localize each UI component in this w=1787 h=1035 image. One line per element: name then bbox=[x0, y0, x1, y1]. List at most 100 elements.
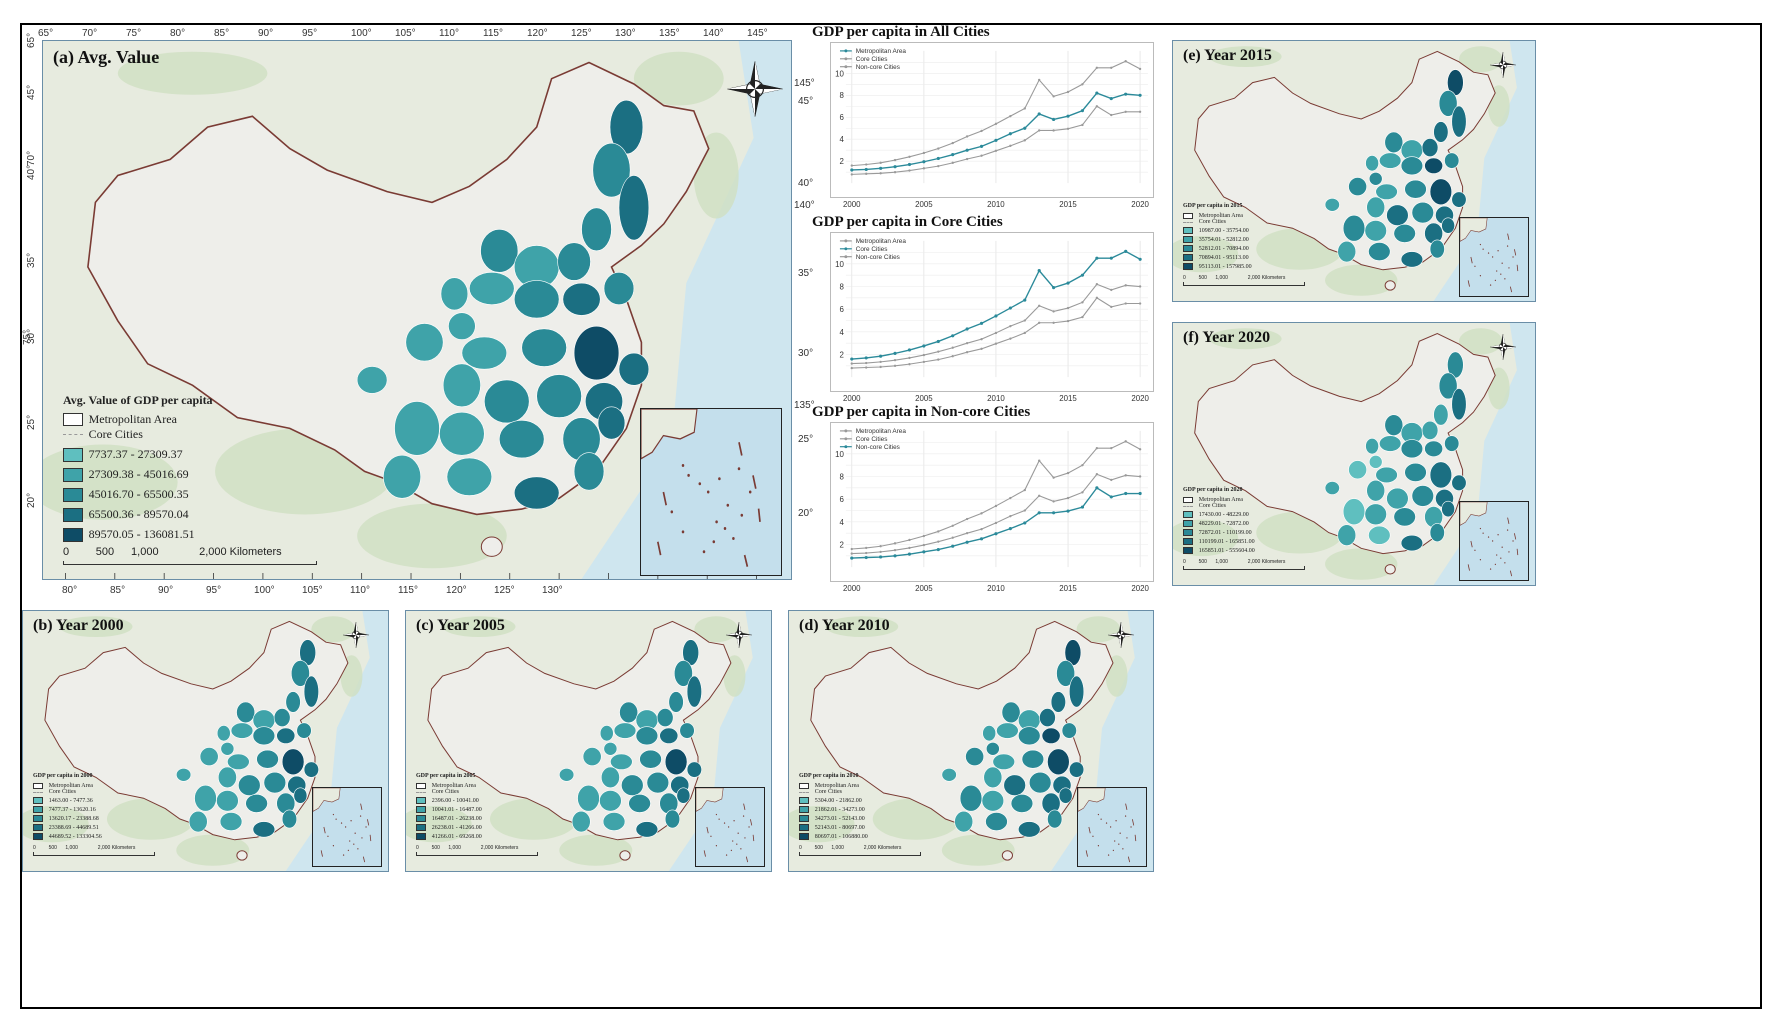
y-tick-label: 6 bbox=[840, 113, 845, 122]
legend: GDP per capita in 2020 Metropolitan Area C… bbox=[1183, 487, 1255, 555]
scale-label: 2,000 Kilometers bbox=[863, 845, 902, 851]
scale-bar-line bbox=[1183, 566, 1305, 570]
inset-island bbox=[728, 826, 730, 828]
data-point bbox=[1124, 491, 1128, 496]
terrain-patch bbox=[1209, 328, 1282, 350]
inset-island bbox=[740, 513, 744, 517]
y-tick-label: 4 bbox=[839, 518, 844, 527]
y-tick-label: 6 bbox=[839, 495, 844, 504]
panel-title: (c) Year 2005 bbox=[416, 617, 505, 634]
chart-title: GDP per capita in Core Cities bbox=[812, 214, 1003, 230]
legend: GDP per capita in 2005 Metropolitan Area C… bbox=[416, 773, 482, 841]
inset-island bbox=[715, 813, 718, 816]
data-point bbox=[1052, 476, 1055, 479]
metropolitan-area bbox=[1400, 439, 1424, 459]
scale-bar: 0 500 1,000 2,000 Kilometers bbox=[416, 845, 538, 856]
panel-title: (b) Year 2000 bbox=[33, 617, 124, 634]
metropolitan-area bbox=[686, 761, 702, 778]
inset-island bbox=[1506, 529, 1509, 531]
data-point bbox=[1124, 302, 1127, 305]
metropolitan-area bbox=[635, 821, 659, 838]
legend-class-label: 23388.69 - 44689.51 bbox=[48, 824, 99, 831]
graticule-label: 75° bbox=[22, 329, 33, 345]
terrain-patch bbox=[59, 616, 133, 637]
metropolitan-area bbox=[1404, 179, 1427, 199]
legend-swatch bbox=[1183, 497, 1193, 504]
data-point bbox=[922, 360, 926, 364]
legend-swatch bbox=[63, 434, 83, 435]
panel-title: (d) Year 2010 bbox=[799, 617, 890, 634]
legend-label: Metropolitan Area bbox=[856, 48, 907, 55]
data-point bbox=[1124, 284, 1127, 287]
inset-island bbox=[737, 832, 739, 834]
legend-swatch bbox=[1183, 263, 1193, 271]
data-point bbox=[1081, 123, 1084, 127]
data-point bbox=[1138, 302, 1142, 305]
scale-label: 500 bbox=[814, 845, 823, 851]
inset-boundary-dash bbox=[1516, 548, 1519, 556]
legend-swatch bbox=[1183, 520, 1193, 528]
legend-class-label: 7737.37 - 27309.37 bbox=[88, 447, 183, 461]
inset-island bbox=[1482, 532, 1484, 534]
x-tick-label: 2020 bbox=[1131, 584, 1149, 593]
metropolitan-area bbox=[446, 457, 493, 496]
metropolitan-area bbox=[461, 336, 508, 370]
metropolitan-area bbox=[679, 722, 695, 739]
inset-island bbox=[335, 818, 337, 820]
scale-label: 0 bbox=[1183, 275, 1186, 281]
legend-class-item: 70894.01 - 95113.00 bbox=[1183, 254, 1252, 262]
hainan-island bbox=[236, 850, 248, 861]
metropolitan-area bbox=[1424, 157, 1443, 174]
metropolitan-area bbox=[469, 272, 515, 305]
data-point bbox=[1038, 129, 1041, 132]
graticule-label: 120° bbox=[527, 28, 548, 39]
data-point bbox=[879, 365, 882, 369]
inset-boundary-dash bbox=[1467, 280, 1470, 287]
metropolitan-area bbox=[245, 793, 268, 813]
metropolitan-area bbox=[619, 701, 639, 724]
metropolitan-area bbox=[199, 747, 219, 767]
data-point bbox=[1138, 491, 1142, 496]
data-point bbox=[1037, 511, 1041, 515]
data-point bbox=[1009, 514, 1012, 518]
metropolitan-area bbox=[635, 726, 659, 746]
terrain-patch bbox=[941, 834, 1015, 866]
graticule-label: 135° bbox=[659, 28, 680, 39]
graticule-label: 145° bbox=[794, 78, 815, 89]
data-point bbox=[1095, 66, 1099, 69]
inset-boundary-dash bbox=[1085, 850, 1088, 857]
graticule-label: 140° bbox=[794, 200, 815, 211]
metropolitan-area bbox=[484, 379, 530, 424]
data-point bbox=[937, 540, 940, 543]
map-canvas bbox=[23, 611, 388, 871]
inset-island bbox=[1504, 278, 1506, 280]
data-point bbox=[1023, 126, 1027, 130]
inset-boundary-dash bbox=[360, 803, 363, 810]
hainan-island bbox=[1384, 564, 1396, 575]
legend-class-item: 26238.01 - 41266.00 bbox=[416, 824, 482, 832]
metropolitan-area bbox=[440, 277, 469, 311]
north-arrow-icon bbox=[1489, 51, 1517, 79]
inset-island bbox=[733, 820, 735, 822]
north-arrow-icon bbox=[1489, 333, 1517, 361]
data-point bbox=[1023, 488, 1026, 492]
legend-class-label: 72872.01 - 110199.00 bbox=[1198, 529, 1252, 536]
data-point bbox=[937, 164, 940, 168]
metropolitan-area bbox=[1393, 507, 1416, 527]
legend-class-item: 17430.00 - 48229.00 bbox=[1183, 511, 1255, 519]
metropolitan-area bbox=[1433, 403, 1449, 426]
inset-island bbox=[726, 503, 730, 507]
data-point bbox=[951, 524, 954, 527]
legend-label: Metropolitan Area bbox=[856, 238, 907, 245]
metropolitan-area bbox=[1411, 485, 1434, 507]
legend-marker bbox=[844, 437, 848, 441]
legend-class-item: 13620.17 - 23388.68 bbox=[33, 815, 102, 823]
inset-boundary-dash bbox=[1134, 834, 1137, 842]
data-point bbox=[1009, 144, 1012, 148]
inset-island bbox=[732, 536, 735, 540]
graticule-label: 35° bbox=[26, 252, 37, 268]
metropolitan-area bbox=[639, 749, 662, 769]
metropolitan-area bbox=[194, 784, 217, 812]
data-point bbox=[1052, 310, 1055, 313]
data-point bbox=[1052, 129, 1055, 132]
